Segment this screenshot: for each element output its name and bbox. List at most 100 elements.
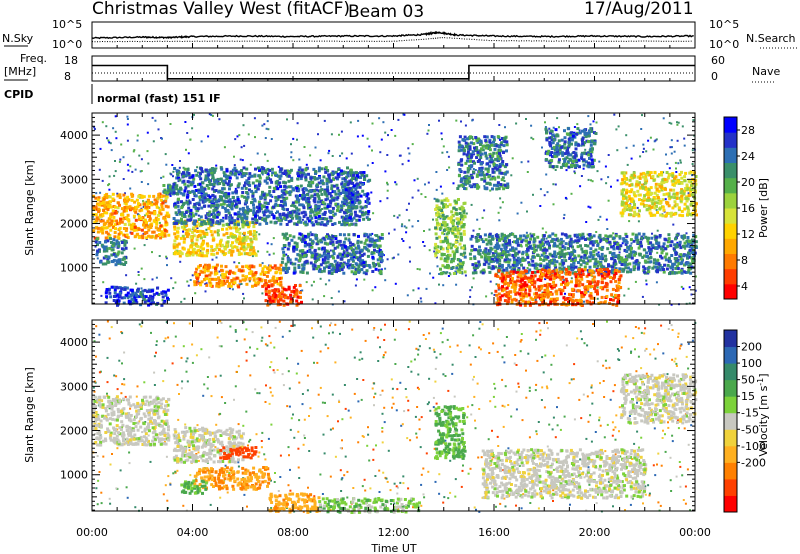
heat-cell (246, 223, 250, 226)
heat-cell (103, 247, 107, 251)
scatter-cell (671, 146, 673, 149)
heat-cell (189, 215, 193, 219)
heat-cell (476, 249, 480, 253)
heat-cell (204, 222, 208, 226)
scatter-cell (499, 206, 502, 209)
scatter-cell (161, 137, 163, 140)
nsky-tick-bottom: 10^0 (52, 38, 82, 51)
heat-cell (122, 233, 126, 237)
heat-cell (458, 227, 462, 231)
heat-cell (340, 255, 344, 259)
heat-cell (285, 232, 289, 236)
heat-cell (292, 245, 296, 249)
scatter-cell (585, 221, 588, 223)
heat-cell (534, 262, 538, 266)
heat-cell (460, 214, 464, 218)
heat-cell (306, 216, 310, 220)
heat-cell (291, 201, 295, 205)
scatter-cell (243, 297, 245, 300)
heat-cell (197, 191, 201, 194)
scatter-cell (257, 214, 259, 217)
heat-cell (441, 240, 445, 244)
scatter-cell (179, 260, 182, 263)
heat-cell (490, 158, 494, 162)
scatter-cell (114, 170, 117, 173)
heat-cell (327, 266, 331, 270)
heat-cell (211, 187, 215, 191)
scatter-cell (261, 292, 264, 295)
scatter-cell (327, 152, 330, 155)
heat-cell (686, 256, 689, 260)
scatter-cell (272, 237, 275, 240)
scatter-cell (210, 206, 212, 209)
heat-cell (334, 235, 338, 238)
heat-cell (486, 162, 490, 166)
heat-cell (434, 242, 438, 246)
heat-cell (288, 193, 292, 197)
heat-cell (293, 210, 297, 214)
heat-cell (465, 159, 469, 163)
heat-cell (154, 236, 158, 240)
heat-cell (143, 232, 147, 236)
heat-cell (651, 266, 655, 270)
heat-cell (207, 173, 211, 177)
heat-cell (349, 263, 352, 267)
scatter-cell (497, 288, 500, 291)
heat-cell (627, 246, 631, 250)
scatter-cell (348, 237, 351, 240)
heat-cell (366, 254, 370, 258)
heat-cell (305, 193, 309, 197)
heat-cell (132, 214, 136, 218)
heat-cell (280, 193, 284, 197)
heat-cell (485, 187, 489, 191)
heat-cell (340, 253, 344, 257)
heat-cell (152, 219, 156, 223)
heat-cell (641, 255, 645, 259)
heat-cell (647, 256, 651, 260)
heat-cell (198, 253, 201, 257)
heat-cell (268, 264, 272, 268)
scatter-cell (656, 251, 659, 254)
heat-cell (577, 254, 581, 258)
heat-cell (164, 220, 168, 224)
heat-cell (268, 185, 272, 189)
scatter-cell (371, 149, 373, 152)
heat-cell (230, 279, 234, 282)
heat-cell (320, 188, 324, 192)
heat-cell (522, 266, 526, 270)
heat-cell (302, 266, 306, 270)
heat-cell (234, 202, 238, 206)
heat-cell (111, 209, 115, 213)
heat-cell (497, 236, 501, 240)
heat-cell (225, 196, 229, 200)
heat-cell (281, 247, 285, 251)
heat-cell (268, 298, 272, 302)
heat-cell (269, 220, 273, 224)
heat-cell (177, 197, 180, 201)
heat-cell (111, 197, 115, 201)
heat-cell (451, 231, 455, 235)
heat-cell (533, 266, 537, 270)
heat-cell (97, 196, 101, 200)
scatter-cell (305, 281, 308, 284)
heat-cell (206, 244, 210, 248)
heat-cell (258, 209, 262, 213)
scatter-cell (595, 121, 598, 124)
heat-cell (560, 232, 564, 236)
heat-cell (255, 220, 259, 224)
heat-cell (252, 229, 256, 233)
heat-cell (294, 288, 298, 292)
heat-cell (220, 280, 224, 284)
heat-cell (347, 259, 350, 263)
heat-cell (362, 217, 366, 221)
heat-cell (323, 206, 327, 210)
heat-cell (321, 181, 325, 185)
heat-cell (439, 239, 443, 243)
heat-cell (193, 228, 197, 232)
heat-cell (178, 212, 182, 216)
heat-cell (612, 263, 616, 267)
scatter-cell (441, 192, 444, 195)
scatter-cell (120, 143, 123, 146)
heat-cell (461, 138, 465, 142)
heat-cell (337, 192, 341, 196)
